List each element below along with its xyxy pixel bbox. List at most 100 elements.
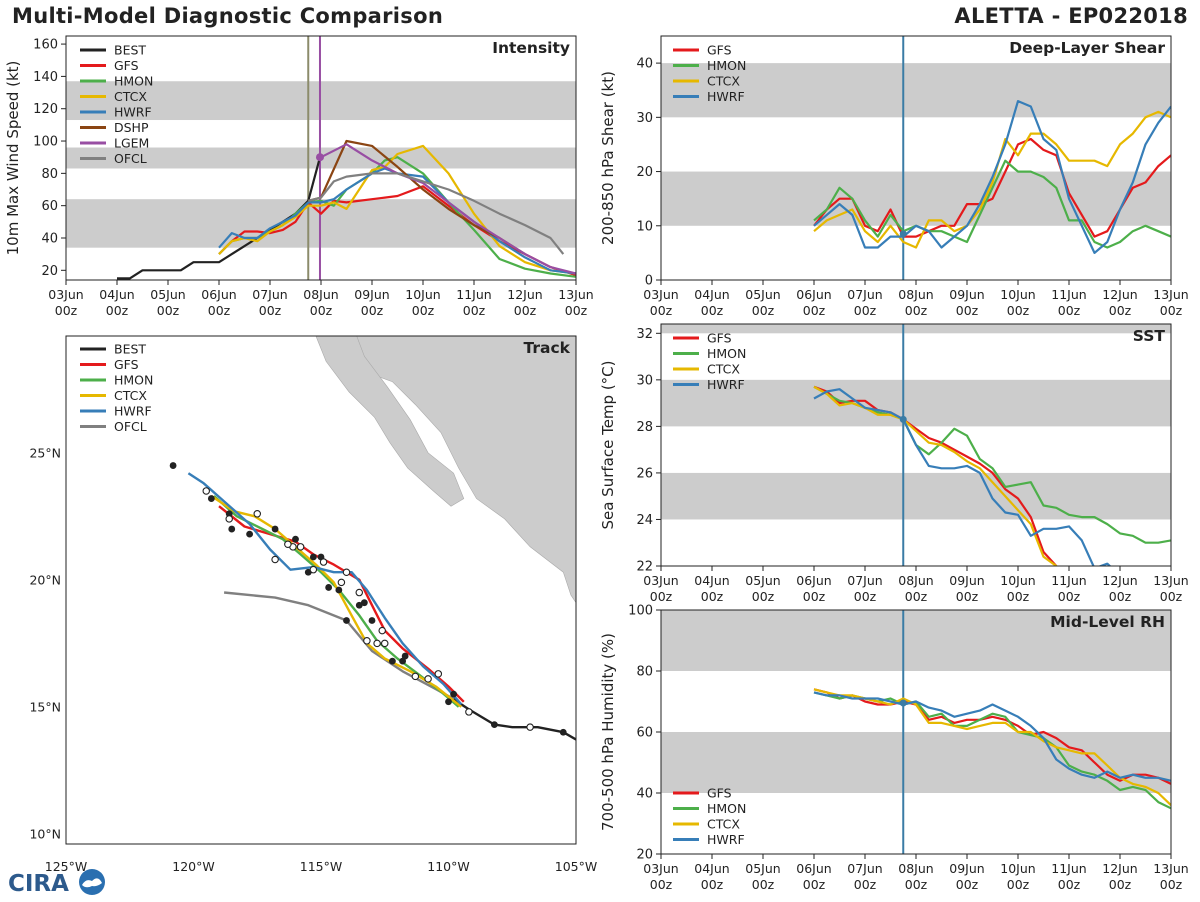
legend-label-dshp: DSHP	[114, 120, 149, 135]
track-fix-open	[202, 487, 211, 495]
track-fix-open	[337, 578, 346, 587]
track-fix-filled	[450, 690, 457, 698]
map-area	[169, 336, 576, 741]
panel-shear: 01020304003Jun00z04Jun00z05Jun00z06Jun00…	[599, 35, 1189, 318]
x-tick-label-hour: 00z	[956, 877, 979, 892]
track-fix-filled	[389, 657, 396, 665]
x-tick-label-hour: 00z	[854, 877, 877, 892]
y-tick-label: 120	[33, 102, 58, 117]
lon-tick-label: 125°W	[45, 859, 87, 874]
x-tick-label-date: 07Jun	[252, 287, 287, 302]
x-tick-label-date: 08Jun	[898, 861, 933, 876]
y-tick-label: 26	[636, 466, 653, 481]
y-tick-label: 20	[636, 848, 653, 863]
plot-area	[661, 324, 1171, 566]
y-axis-label: 200-850 hPa Shear (kt)	[599, 71, 617, 245]
x-tick-label-hour: 00z	[208, 303, 231, 318]
legend-label-gfs: GFS	[114, 58, 139, 73]
track-fix-filled	[271, 525, 279, 533]
x-tick-label-hour: 00z	[956, 589, 979, 604]
x-tick-label-hour: 00z	[1160, 877, 1183, 892]
track-fix-filled	[309, 553, 317, 561]
x-tick-label-hour: 00z	[1109, 303, 1132, 318]
panel-title: Mid-Level RH	[1050, 613, 1165, 631]
x-tick-label-hour: 00z	[854, 303, 877, 318]
lat-tick-label: 10°N	[29, 826, 61, 841]
lon-tick-label: 110°W	[427, 859, 469, 874]
y-tick-label: 20	[41, 264, 58, 279]
panel-title: SST	[1133, 327, 1166, 345]
x-tick-label-date: 08Jun	[898, 573, 933, 588]
shaded-band	[66, 81, 576, 121]
x-tick-label-hour: 00z	[803, 877, 826, 892]
legend-background	[70, 339, 162, 435]
x-tick-label-hour: 00z	[106, 303, 129, 318]
x-tick-label-date: 08Jun	[303, 287, 338, 302]
y-tick-label: 22	[636, 560, 653, 575]
track-fix-open	[284, 540, 292, 549]
track-fix-filled	[325, 584, 333, 591]
x-tick-label-hour: 00z	[701, 589, 724, 604]
legend-label-hmon: HMON	[707, 346, 746, 361]
series-line-gfs	[813, 688, 1171, 785]
plot-area	[661, 36, 1171, 280]
x-tick-label-date: 06Jun	[796, 573, 831, 588]
x-tick-label-hour: 00z	[803, 589, 826, 604]
track-fix-filled	[355, 601, 363, 609]
track-fix-open	[465, 708, 473, 716]
legend-label-gfs: GFS	[707, 43, 732, 58]
x-tick-label-date: 03Jun	[643, 573, 678, 588]
x-tick-label-hour: 00z	[55, 303, 78, 318]
map-frame	[65, 335, 577, 845]
x-tick-label-hour: 00z	[752, 303, 775, 318]
series-line-ctcx	[813, 385, 1059, 566]
track-fix-filled	[228, 525, 236, 533]
x-tick-label-hour: 00z	[1007, 877, 1030, 892]
series-line-hmon	[813, 385, 1171, 544]
y-tick-label: 60	[41, 199, 58, 214]
legend-label-hwrf: HWRF	[707, 377, 745, 392]
track-fix-filled	[335, 586, 343, 594]
track-fix-filled	[225, 510, 233, 518]
track-fix-filled	[360, 599, 368, 607]
y-axis-label: 10m Max Wind Speed (kt)	[4, 61, 22, 256]
x-tick-label-date: 12Jun	[1102, 861, 1137, 876]
track-fix-open	[526, 723, 534, 731]
legend-label-gfs: GFS	[707, 786, 732, 801]
track-line-best	[452, 698, 576, 741]
legend-label-hmon: HMON	[707, 801, 746, 816]
x-tick-label-date: 12Jun	[1102, 573, 1137, 588]
x-tick-label-date: 11Jun	[456, 287, 491, 302]
x-tick-label-date: 10Jun	[1000, 573, 1035, 588]
lgem-marker	[315, 153, 324, 162]
shaded-band	[661, 171, 1171, 226]
legend-label-gfs: GFS	[707, 331, 732, 346]
x-tick-label-date: 06Jun	[796, 861, 831, 876]
track-fix-filled	[207, 495, 215, 502]
x-tick-label-hour: 00z	[361, 303, 384, 318]
panel-sst: 22242628303203Jun00z04Jun00z05Jun00z06Ju…	[599, 323, 1189, 604]
land-baja-california	[315, 336, 465, 507]
panel-title: Deep-Layer Shear	[1009, 39, 1165, 57]
x-tick-label-date: 08Jun	[898, 287, 933, 302]
legend-label-best: BEST	[114, 342, 146, 357]
x-tick-label-hour: 00z	[565, 303, 588, 318]
series-line-hwrf	[813, 99, 1171, 254]
lon-tick-label: 115°W	[300, 859, 342, 874]
x-tick-label-date: 13Jun	[1153, 861, 1188, 876]
x-tick-label-hour: 00z	[905, 303, 928, 318]
legend-label-ctcx: CTCX	[707, 817, 740, 832]
legend-label-ctcx: CTCX	[707, 74, 740, 89]
shaded-band	[661, 379, 1171, 427]
panel-title: Track	[524, 339, 571, 357]
shaded-band	[66, 199, 576, 248]
x-tick-label-date: 07Jun	[847, 861, 882, 876]
y-tick-label: 24	[636, 513, 653, 528]
y-tick-label: 30	[636, 373, 653, 388]
x-tick-label-date: 05Jun	[745, 287, 780, 302]
y-tick-label: 30	[636, 111, 653, 126]
x-tick-label-hour: 00z	[650, 303, 673, 318]
track-fix-open	[309, 565, 318, 574]
y-tick-label: 60	[636, 726, 653, 741]
